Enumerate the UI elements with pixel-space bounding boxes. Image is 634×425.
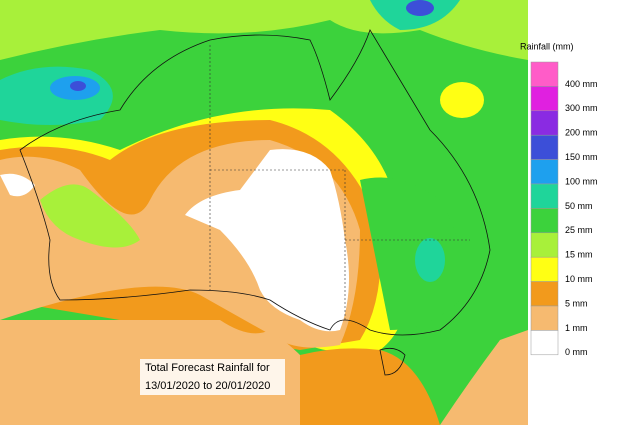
legend-swatch: [530, 281, 559, 307]
legend-label: 25 mm: [565, 225, 593, 235]
coral-sea-peak: [406, 0, 434, 16]
legend-label: 0 mm: [565, 347, 588, 357]
legend-swatch: [530, 183, 559, 209]
legend-swatch: [530, 86, 559, 112]
legend-swatch: [530, 330, 559, 356]
legend-swatch: [530, 208, 559, 234]
east-coast-wet: [360, 177, 463, 330]
dry-interior: [185, 149, 349, 332]
east-coast-core: [415, 238, 445, 282]
legend-label: 200 mm: [565, 128, 598, 138]
tasman-dry: [440, 330, 528, 425]
legend-swatch: [530, 134, 559, 160]
coastline: [19, 29, 491, 336]
legend-label: 5 mm: [565, 298, 588, 308]
legend-swatch: [530, 159, 559, 185]
ocean-wet-peak: [70, 81, 86, 91]
dry-west: [0, 173, 35, 197]
legend: 400 mm 300 mm 200 mm 150 mm 100 mm 50 mm 25 mm…: [530, 61, 598, 357]
map-area: Total Forecast Rainfall for 13/01/2020 t…: [0, 0, 528, 425]
legend-label: 100 mm: [565, 176, 598, 186]
legend-swatch: [530, 61, 559, 87]
legend-label: 1 mm: [565, 323, 588, 333]
southern-orange: [300, 348, 440, 425]
legend-swatch: [530, 305, 559, 331]
legend-swatch: [530, 110, 559, 136]
coral-dry-spot: [440, 82, 484, 118]
annotation-line: Total Forecast Rainfall for: [145, 362, 270, 374]
legend-label: 400 mm: [565, 79, 598, 89]
legend-label: 300 mm: [565, 103, 598, 113]
legend-label: 10 mm: [565, 274, 593, 284]
legend-swatch: [530, 256, 559, 282]
legend-swatch: [530, 232, 559, 258]
annotation-line: 13/01/2020 to 20/01/2020: [145, 380, 270, 392]
pilbara-wet: [40, 184, 140, 248]
west-coast-dry: [0, 200, 40, 260]
legend-label: 50 mm: [565, 201, 593, 211]
legend-label: 15 mm: [565, 250, 593, 260]
annotation-box: [140, 359, 285, 395]
legend-label: 150 mm: [565, 152, 598, 162]
tasmania-coastline: [379, 347, 406, 376]
legend-title: Rainfall (mm): [520, 41, 574, 51]
